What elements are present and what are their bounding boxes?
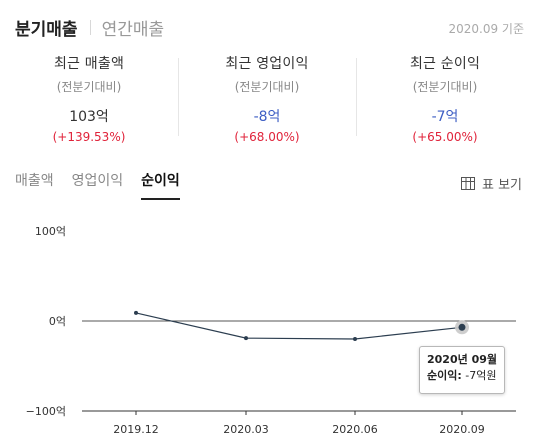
as-of-date: 2020.09 기준: [448, 22, 524, 36]
tooltip-body: 순이익: -7억원: [427, 368, 497, 384]
tab-quarterly-sales[interactable]: 분기매출: [15, 19, 78, 40]
summary-sub: (전분기대비): [412, 80, 478, 94]
net-income-line: [135, 312, 463, 340]
tab-divider: [89, 19, 91, 35]
metric-tabs: 매출액 영업이익 순이익: [15, 170, 198, 200]
data-point[interactable]: [134, 310, 138, 315]
table-icon: [460, 177, 475, 190]
x-tick-label: 2019.12: [113, 423, 159, 436]
summary-sub: (전분기대비): [56, 80, 122, 94]
summary-label: 최근 순이익: [409, 56, 481, 72]
table-view-label: 표 보기: [481, 178, 522, 193]
tab-operating-profit[interactable]: 영업이익: [71, 173, 124, 189]
summary-value: -8억: [253, 109, 281, 125]
tab-revenue[interactable]: 매출액: [15, 173, 54, 189]
summary-value: 103억: [69, 109, 109, 125]
summary-operating-profit: 최근 영업이익 (전분기대비) -8억 (+68.00%): [178, 50, 356, 150]
summary-net-income: 최근 순이익 (전분기대비) -7억 (+65.00%): [356, 50, 534, 150]
summary-change: (+65.00%): [412, 130, 478, 144]
x-tick-label: 2020.09: [439, 423, 485, 436]
data-point-highlighted[interactable]: [458, 323, 466, 331]
y-tick-label: 0억: [49, 315, 66, 328]
x-tick-label: 2020.06: [332, 423, 378, 436]
table-view-button[interactable]: 표 보기: [460, 174, 522, 193]
tab-annual-sales[interactable]: 연간매출: [101, 19, 165, 40]
data-point[interactable]: [244, 336, 248, 341]
summary-sub: (전분기대비): [234, 80, 300, 94]
summary-value: -7억: [431, 109, 459, 125]
summary-change: (+139.53%): [52, 130, 126, 144]
y-tick-label: −100억: [26, 405, 66, 418]
tooltip-title: 2020년 09월: [427, 353, 497, 366]
tooltip-value: -7억원: [465, 369, 497, 382]
summary-revenue: 최근 매출액 (전분기대비) 103억 (+139.53%): [0, 50, 178, 150]
summary-change: (+68.00%): [234, 130, 300, 144]
period-tabs: 분기매출 연간매출: [15, 14, 164, 40]
tab-net-income[interactable]: 순이익: [141, 170, 180, 200]
y-tick-label: 100억: [35, 225, 66, 238]
net-income-chart: 100억 0억 −100억 2019.12 2020.03 2020.06 2020.09: [26, 225, 516, 436]
summary-panel: 최근 매출액 (전분기대비) 103억 (+139.53%) 최근 영업이익 (…: [0, 50, 534, 150]
x-tick-label: 2020.03: [223, 423, 269, 436]
data-point[interactable]: [353, 337, 357, 341]
summary-label: 최근 영업이익: [225, 56, 309, 72]
chart-tooltip: 2020년 09월 순이익: -7억원: [419, 346, 505, 394]
tooltip-key: 순이익:: [427, 369, 462, 382]
summary-label: 최근 매출액: [53, 56, 125, 72]
